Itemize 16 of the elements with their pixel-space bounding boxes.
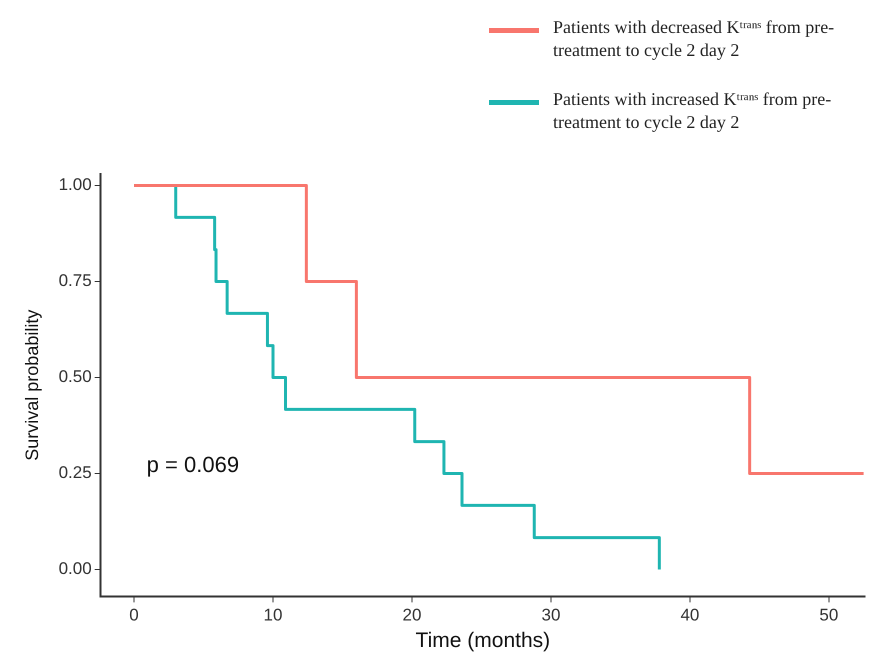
annotation: p = 0.069 <box>146 452 240 478</box>
x-tick-label: 10 <box>264 605 282 624</box>
x-tick-label: 0 <box>129 605 139 624</box>
y-tick-label: 1.00 <box>58 175 92 194</box>
x-tick-label: 50 <box>819 605 838 624</box>
y-tick-label: 0.25 <box>58 463 92 482</box>
x-tick-label: 20 <box>402 605 422 624</box>
y-axis-title: Survival probability <box>22 310 42 461</box>
x-tick-label: 40 <box>680 605 700 624</box>
x-axis-title: Time (months) <box>416 629 550 652</box>
legend-label: Patients with decreased Kᵗʳᵃⁿˢ from pre-treatment to cycle 2 day 2 <box>553 16 836 62</box>
x-tick-label: 30 <box>541 605 560 624</box>
y-tick-label: 0.75 <box>58 271 92 290</box>
y-tick-label: 0.50 <box>58 367 92 386</box>
legend-label: Patients with increased Kᵗʳᵃⁿˢ from pre-treatment to cycle 2 day 2 <box>553 88 832 134</box>
y-tick-label: 0.00 <box>58 559 92 578</box>
